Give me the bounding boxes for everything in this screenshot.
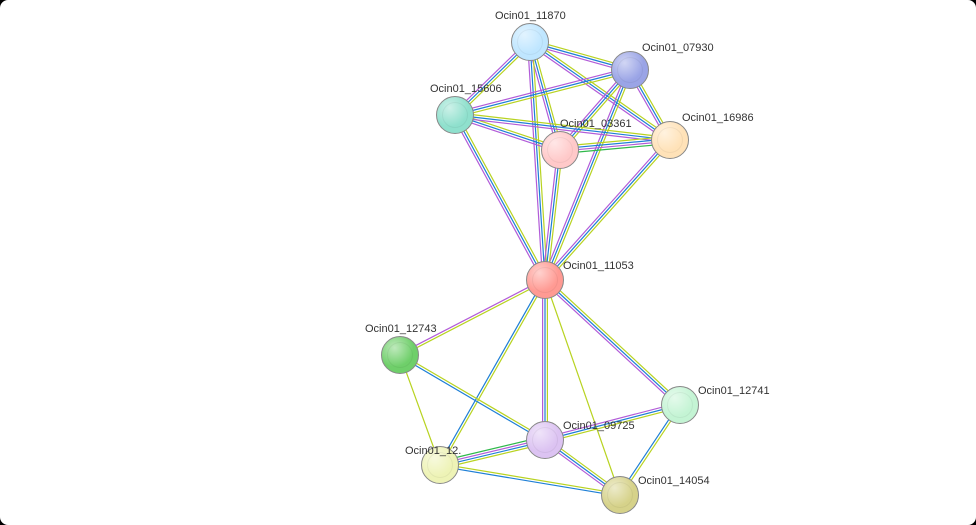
edge	[546, 407, 681, 442]
node-label: Ocin01_11870	[495, 10, 566, 22]
node-label: Ocin01_11053	[563, 260, 634, 272]
node-label: Ocin01_09725	[563, 420, 635, 432]
edge	[547, 71, 632, 281]
edge	[545, 405, 680, 440]
edge	[545, 280, 680, 405]
edge	[453, 116, 543, 281]
node-n07930[interactable]	[611, 51, 649, 89]
edge	[457, 114, 547, 279]
edge	[543, 282, 678, 407]
node-core	[617, 57, 643, 83]
edge	[440, 464, 620, 494]
node-n16986[interactable]	[651, 121, 689, 159]
node-label: Ocin01_12741	[698, 385, 770, 397]
node-n12741[interactable]	[661, 386, 699, 424]
node-n12743[interactable]	[381, 336, 419, 374]
node-n11870[interactable]	[511, 23, 549, 61]
node-core	[387, 342, 413, 368]
edge	[401, 281, 546, 356]
node-n14054[interactable]	[601, 476, 639, 514]
edge	[455, 70, 630, 115]
node-n15606[interactable]	[436, 96, 474, 134]
edge	[529, 44, 669, 142]
node-n03361[interactable]	[541, 131, 579, 169]
node-label: Ocin01_15606	[430, 83, 502, 95]
node-n09725[interactable]	[526, 421, 564, 459]
edge	[531, 40, 671, 138]
node-core	[532, 427, 558, 453]
node-core	[517, 29, 543, 55]
node-label: Ocin01_03361	[560, 118, 632, 130]
node-label: Ocin01_07930	[642, 42, 714, 54]
node-core	[427, 452, 453, 478]
node-n12[interactable]	[421, 446, 459, 484]
node-label: Ocin01_16986	[682, 112, 754, 124]
node-core	[532, 267, 558, 293]
edge	[454, 68, 629, 113]
edge	[544, 403, 679, 438]
edge	[545, 280, 620, 495]
node-label: Ocin01_14054	[638, 475, 710, 487]
edge	[401, 354, 546, 439]
edge	[530, 42, 545, 280]
edge	[455, 115, 545, 280]
edge	[440, 466, 620, 496]
edge	[543, 69, 628, 279]
node-core	[547, 137, 573, 163]
edge	[528, 42, 543, 280]
edge	[530, 42, 670, 140]
edge-layer	[0, 0, 976, 525]
node-n11053[interactable]	[526, 261, 564, 299]
edge	[456, 72, 631, 117]
node-core	[667, 392, 693, 418]
edge	[545, 70, 630, 280]
node-core	[657, 127, 683, 153]
node-label: Ocin01_12743	[365, 323, 437, 335]
node-core	[607, 482, 633, 508]
node-core	[442, 102, 468, 128]
edge	[399, 356, 544, 441]
edge	[399, 279, 544, 354]
edge	[547, 278, 682, 403]
network-diagram: Ocin01_11870 Ocin01_07930 Ocin01_15606 Ocin…	[0, 0, 976, 525]
